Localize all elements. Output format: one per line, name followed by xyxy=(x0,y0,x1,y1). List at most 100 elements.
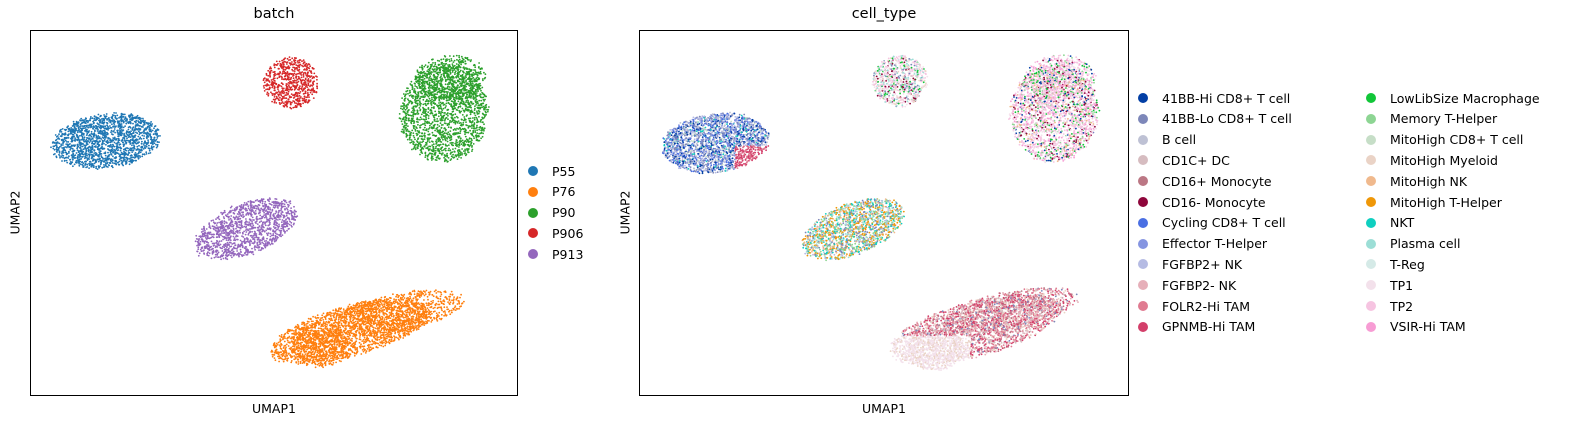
legend-entry-gpnmb-hi-tam: GPNMB-Hi TAM xyxy=(1138,318,1255,336)
cell-type-cluster-middle xyxy=(801,198,905,262)
cell-type-chart-title: cell_type xyxy=(639,6,1129,22)
legend-label: FOLR2-Hi TAM xyxy=(1162,299,1250,314)
legend-entry-41bb-lo-cd8-t-cell: 41BB-Lo CD8+ T cell xyxy=(1138,110,1292,128)
legend-label: NKT xyxy=(1390,215,1414,230)
legend-marker xyxy=(1138,321,1148,332)
legend-label: FGFBP2- NK xyxy=(1162,278,1236,293)
legend-marker xyxy=(1138,93,1148,103)
legend-label: LowLibSize Macrophage xyxy=(1390,91,1540,106)
legend-label: VSIR-Hi TAM xyxy=(1390,319,1466,334)
legend-label: GPNMB-Hi TAM xyxy=(1162,319,1255,334)
legend-entry-cd1c-dc: CD1C+ DC xyxy=(1138,151,1230,169)
legend-marker xyxy=(1138,238,1148,249)
legend-marker xyxy=(1366,155,1376,166)
legend-marker xyxy=(1366,301,1376,311)
legend-entry-vsir-hi-tam: VSIR-Hi TAM xyxy=(1366,318,1466,336)
legend-marker xyxy=(1366,321,1376,332)
legend-marker xyxy=(1138,134,1148,145)
legend-entry-tp2: TP2 xyxy=(1366,297,1413,315)
cluster-p76 xyxy=(270,289,465,369)
legend-marker xyxy=(1366,113,1376,124)
legend-marker xyxy=(1138,113,1148,124)
legend-marker xyxy=(1138,197,1148,207)
legend-label: TP2 xyxy=(1390,299,1413,314)
cell-type-plot-area xyxy=(639,30,1129,396)
legend-label: P90 xyxy=(552,205,575,220)
legend-label: MitoHigh Myeloid xyxy=(1390,153,1498,168)
legend-marker xyxy=(1366,238,1376,249)
legend-entry-p55: P55 xyxy=(528,162,575,180)
legend-label: Cycling CD8+ T cell xyxy=(1162,215,1286,230)
legend-entry-cd16-monocyte: CD16- Monocyte xyxy=(1138,193,1266,211)
legend-entry-plasma-cell: Plasma cell xyxy=(1366,235,1461,253)
cluster-p913 xyxy=(194,197,299,261)
legend-label: CD16- Monocyte xyxy=(1162,195,1266,210)
legend-entry-folr2-hi-tam: FOLR2-Hi TAM xyxy=(1138,297,1250,315)
legend-label: CD1C+ DC xyxy=(1162,153,1230,168)
legend-marker xyxy=(528,166,538,176)
legend-label: P913 xyxy=(552,247,583,262)
legend-entry-tp1: TP1 xyxy=(1366,276,1413,294)
legend-entry-p913: P913 xyxy=(528,245,583,263)
legend-entry-p90: P90 xyxy=(528,204,575,222)
cluster-p55 xyxy=(50,112,161,171)
legend-label: MitoHigh T-Helper xyxy=(1390,195,1502,210)
legend-marker xyxy=(1366,280,1376,291)
legend-marker xyxy=(528,228,538,239)
legend-marker xyxy=(528,207,538,218)
legend-entry-cd16-monocyte: CD16+ Monocyte xyxy=(1138,172,1272,190)
legend-marker xyxy=(1366,259,1376,270)
cell-type-legend: 41BB-Hi CD8+ T cell 41BB-Lo CD8+ T cell B … xyxy=(1138,89,1578,339)
legend-marker xyxy=(1138,301,1148,311)
legend-label: Memory T-Helper xyxy=(1390,111,1497,126)
cell-type-x-axis-label: UMAP1 xyxy=(639,401,1129,416)
legend-marker xyxy=(1138,155,1148,166)
legend-marker xyxy=(1366,93,1376,103)
legend-entry-mitohigh-myeloid: MitoHigh Myeloid xyxy=(1366,151,1498,169)
legend-label: CD16+ Monocyte xyxy=(1162,174,1272,189)
legend-marker xyxy=(1138,259,1148,270)
cell-type-cluster-left xyxy=(661,111,770,175)
legend-entry-mitohigh-cd8-t-cell: MitoHigh CD8+ T cell xyxy=(1366,131,1523,149)
legend-marker xyxy=(528,249,538,260)
legend-label: TP1 xyxy=(1390,278,1413,293)
batch-y-axis-label: UMAP2 xyxy=(8,188,23,238)
batch-plot-area xyxy=(30,30,518,396)
legend-entry-lowlibsize-macrophage: LowLibSize Macrophage xyxy=(1366,89,1540,107)
batch-scatter-svg xyxy=(50,54,490,369)
legend-label: MitoHigh NK xyxy=(1390,174,1467,189)
legend-label: FGFBP2+ NK xyxy=(1162,257,1242,272)
cell-type-cluster-top xyxy=(871,54,929,108)
cluster-p90 xyxy=(398,54,490,163)
legend-entry-memory-t-helper: Memory T-Helper xyxy=(1366,110,1497,128)
legend-label: MitoHigh CD8+ T cell xyxy=(1390,132,1523,147)
legend-entry-mitohigh-t-helper: MitoHigh T-Helper xyxy=(1366,193,1502,211)
cell-type-y-axis-label: UMAP2 xyxy=(618,188,633,238)
legend-entry-p76: P76 xyxy=(528,183,575,201)
legend-entry-nkt: NKT xyxy=(1366,214,1414,232)
cell-type-cluster-right xyxy=(1008,54,1101,164)
legend-entry-41bb-hi-cd8-t-cell: 41BB-Hi CD8+ T cell xyxy=(1138,89,1290,107)
legend-marker xyxy=(1138,217,1148,228)
legend-label: P55 xyxy=(552,164,575,179)
legend-label: P76 xyxy=(552,184,575,199)
legend-marker xyxy=(1366,197,1376,207)
legend-label: P906 xyxy=(552,226,583,241)
legend-label: B cell xyxy=(1162,132,1196,147)
legend-marker xyxy=(528,186,538,197)
legend-entry-fgfbp2-nk: FGFBP2- NK xyxy=(1138,276,1236,294)
batch-legend: P55 P76 P90 P906 P913 xyxy=(528,162,608,262)
legend-entry-fgfbp2-nk: FGFBP2+ NK xyxy=(1138,255,1242,273)
legend-entry-effector-t-helper: Effector T-Helper xyxy=(1138,235,1267,253)
legend-marker xyxy=(1138,176,1148,187)
legend-entry-p906: P906 xyxy=(528,224,583,242)
batch-x-axis-label: UMAP1 xyxy=(30,401,518,416)
legend-entry-mitohigh-nk: MitoHigh NK xyxy=(1366,172,1467,190)
legend-label: T-Reg xyxy=(1390,257,1425,272)
batch-chart-title: batch xyxy=(30,6,518,22)
legend-entry-b-cell: B cell xyxy=(1138,131,1196,149)
cell-type-scatter-svg xyxy=(661,54,1101,371)
legend-label: Plasma cell xyxy=(1390,236,1461,251)
legend-entry-t-reg: T-Reg xyxy=(1366,255,1425,273)
cell-type-cluster-bottom xyxy=(889,287,1079,371)
